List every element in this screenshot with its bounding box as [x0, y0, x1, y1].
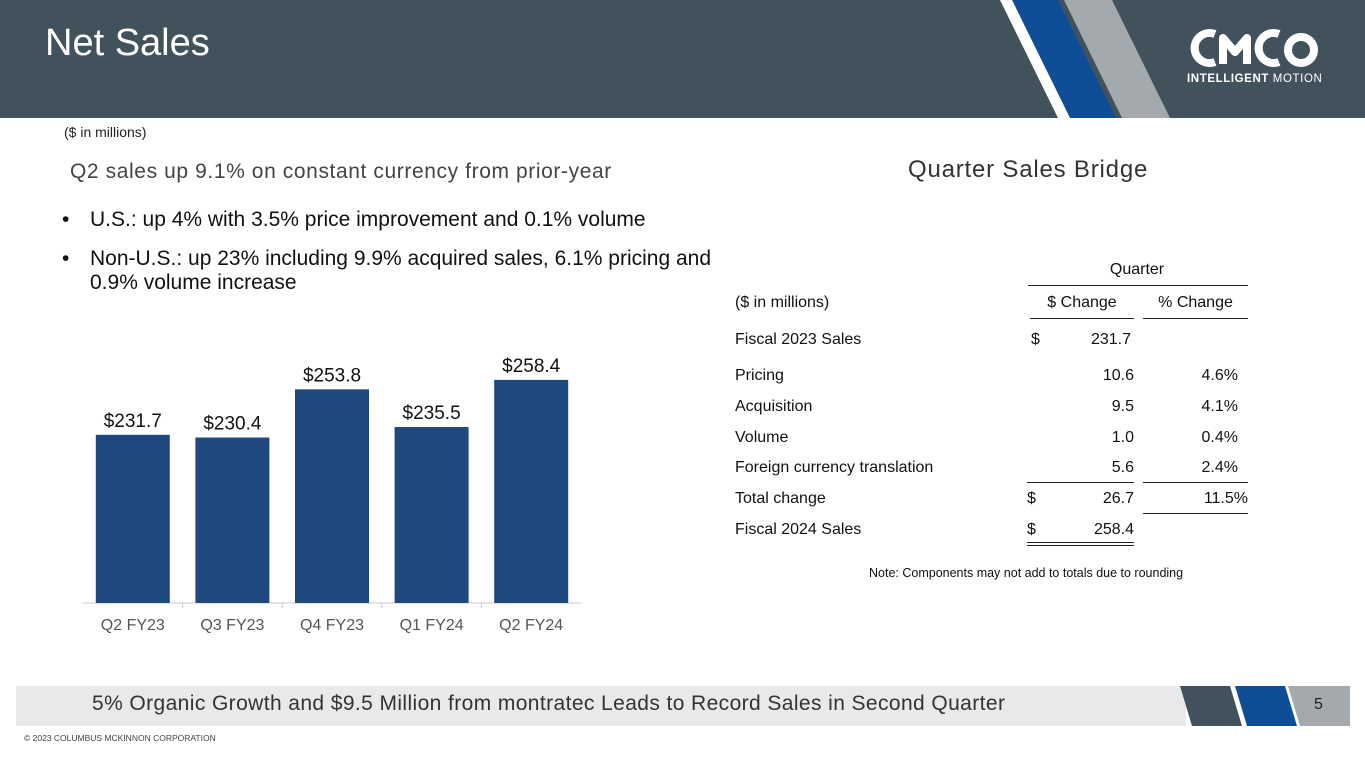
- bar-data-label-2: $253.8: [303, 365, 361, 386]
- left-subheading: Q2 sales up 9.1% on constant currency fr…: [70, 160, 612, 183]
- logo-tagline-bold: INTELLIGENT: [1187, 73, 1269, 85]
- x-tick-label-4: Q2 FY24: [499, 617, 563, 634]
- logo-tagline-light: MOTION: [1272, 73, 1323, 85]
- bar-3: [394, 427, 469, 603]
- bullet-list: U.S.: up 4% with 3.5% price improvement …: [62, 208, 722, 310]
- quarter-header-rule: [1028, 285, 1248, 286]
- units-note: ($ in millions): [64, 124, 147, 140]
- double-rule-bottom: [1027, 545, 1134, 546]
- header-bar: Net Sales INTELLIGENT MOTION: [0, 0, 1365, 118]
- bridge-row-label: Foreign currency translation: [735, 459, 934, 476]
- bridge-row-pct: 0.4%: [1201, 429, 1238, 446]
- col-dollar-header-rule: [1030, 318, 1134, 319]
- bridge-row-label: Pricing: [735, 367, 784, 384]
- bridge-row-dollar: 9.5: [1111, 398, 1134, 415]
- x-tick-label-0: Q2 FY23: [101, 617, 165, 634]
- bar-data-label-3: $235.5: [403, 403, 461, 424]
- rounding-note: Note: Components may not add to totals d…: [869, 566, 1184, 580]
- footer-shape-gray: [1288, 686, 1350, 726]
- bridge-row-dollar: 26.7: [1102, 490, 1134, 507]
- quarter-group-header: Quarter: [1109, 261, 1165, 278]
- bridge-row-pct: 2.4%: [1201, 459, 1238, 476]
- stripe-gray: [1064, 0, 1170, 118]
- bridge-row-label: Acquisition: [735, 398, 813, 415]
- cmco-logo-icon: [1190, 29, 1318, 67]
- bridge-row-label: Total change: [735, 490, 826, 507]
- bridge-row-label: Volume: [735, 429, 789, 446]
- copyright: © 2023 COLUMBUS MCKINNON CORPORATION: [24, 733, 216, 743]
- footer-shape-blue: [1235, 686, 1297, 726]
- x-tick-label-3: Q1 FY24: [400, 617, 464, 634]
- bar-4: [494, 379, 569, 603]
- bridge-row-dollar: 5.6: [1111, 459, 1134, 476]
- stripe-blue: [1012, 0, 1116, 118]
- bullet-item: Non-U.S.: up 23% including 9.9% acquired…: [62, 247, 722, 295]
- header-stripes: [1000, 0, 1170, 118]
- bar-data-label-4: $258.4: [502, 356, 561, 377]
- subtotal-rule-dollar: [1027, 482, 1134, 483]
- footer-bar: [16, 686, 1186, 726]
- bridge-row-pct: 4.1%: [1201, 398, 1238, 415]
- bridge-row-pct: 4.6%: [1201, 367, 1238, 384]
- currency-symbol: $: [1031, 331, 1040, 348]
- page-number: 5: [1314, 696, 1323, 713]
- subtotal-rule-pct: [1143, 482, 1248, 483]
- bar-data-label-0: $231.7: [104, 411, 162, 432]
- bridge-row-label: Fiscal 2024 Sales: [735, 521, 862, 538]
- col-pct-header-rule: [1143, 318, 1248, 319]
- bar-2: [295, 389, 369, 603]
- logo-tagline: INTELLIGENT MOTION: [1187, 73, 1322, 85]
- bridge-row-dollar: 1.0: [1111, 429, 1134, 446]
- x-tick-label-2: Q4 FY23: [300, 617, 364, 634]
- page-title: Net Sales: [45, 22, 210, 64]
- footer-shape-dark: [1180, 686, 1242, 726]
- bar-0: [95, 434, 170, 603]
- double-rule-top: [1027, 542, 1134, 543]
- footer-headline: 5% Organic Growth and $9.5 Million from …: [92, 692, 1006, 715]
- col-header-dollar-change: $ Change: [1047, 294, 1117, 311]
- bar-data-label-1: $230.4: [203, 414, 262, 435]
- bridge-row-dollar: 231.7: [1090, 331, 1131, 348]
- col-header-pct-change: % Change: [1158, 294, 1233, 311]
- total-rule-pct: [1143, 513, 1248, 514]
- bridge-row-dollar: 258.4: [1093, 521, 1134, 538]
- bridge-title: Quarter Sales Bridge: [908, 156, 1149, 183]
- bridge-row-dollar: 10.6: [1102, 367, 1134, 384]
- bridge-row-label: Fiscal 2023 Sales: [735, 331, 862, 348]
- currency-symbol: $: [1027, 490, 1036, 507]
- bridge-row-pct: 11.5%: [1203, 490, 1248, 507]
- currency-symbol: $: [1027, 521, 1036, 538]
- bar-1: [195, 437, 270, 603]
- bridge-units-label: ($ in millions): [735, 294, 830, 311]
- bullet-item: U.S.: up 4% with 3.5% price improvement …: [62, 208, 722, 232]
- x-tick-label-1: Q3 FY23: [200, 617, 264, 634]
